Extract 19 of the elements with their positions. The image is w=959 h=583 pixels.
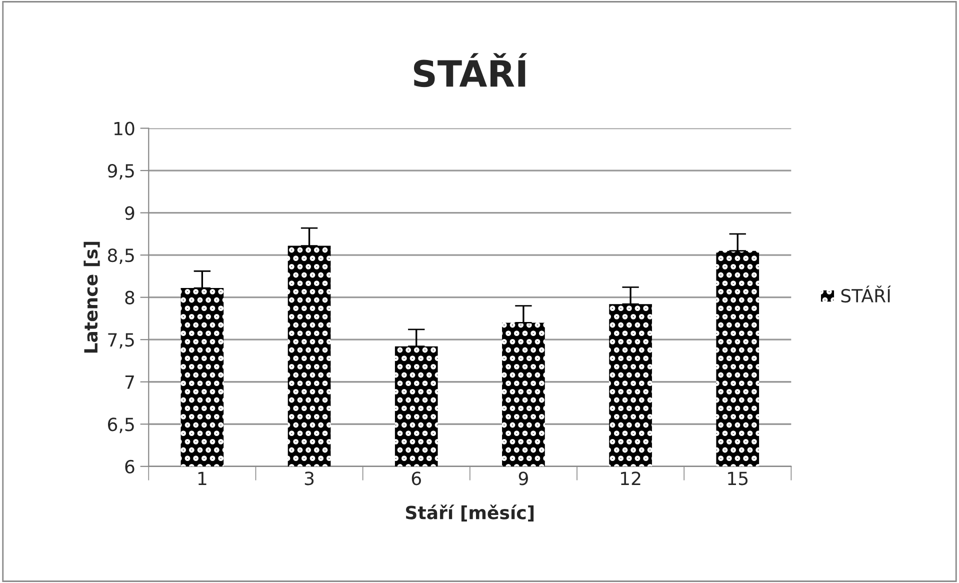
y-tick-label: 10 <box>114 122 134 136</box>
x-tick-label: 3 <box>304 472 314 486</box>
y-tick-label: 6 <box>125 460 134 474</box>
x-tick-label: 6 <box>412 472 421 486</box>
y-tick-label: 7 <box>125 376 134 389</box>
y-tick-label: 6,5 <box>108 418 134 434</box>
y-tick-label: 8 <box>125 290 134 304</box>
y-tick-label: 8,5 <box>108 248 134 264</box>
legend-label: STÁŘÍ <box>841 286 891 303</box>
y-tick-label: 9,5 <box>108 164 134 180</box>
y-tick-label: 7,5 <box>108 333 134 349</box>
x-tick-label: 15 <box>728 472 748 486</box>
x-tick-label: 1 <box>198 472 206 485</box>
y-tick-label: 9 <box>125 206 134 220</box>
x-tick-label: 9 <box>518 472 528 486</box>
y-axis-title: Latence [s] <box>84 242 100 353</box>
chart-title: STÁŘÍ <box>414 53 528 88</box>
x-tick-label: 12 <box>621 472 640 485</box>
x-axis-title: Stáří [měsíc] <box>406 504 534 522</box>
